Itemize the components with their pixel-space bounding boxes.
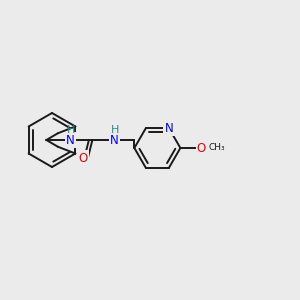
- Text: H: H: [67, 125, 76, 135]
- Text: CH₃: CH₃: [208, 143, 225, 152]
- Text: N: N: [164, 122, 173, 135]
- Text: N: N: [110, 134, 119, 146]
- Text: O: O: [197, 142, 206, 154]
- Text: N: N: [66, 134, 75, 146]
- Text: H: H: [111, 125, 120, 135]
- Text: O: O: [79, 152, 88, 164]
